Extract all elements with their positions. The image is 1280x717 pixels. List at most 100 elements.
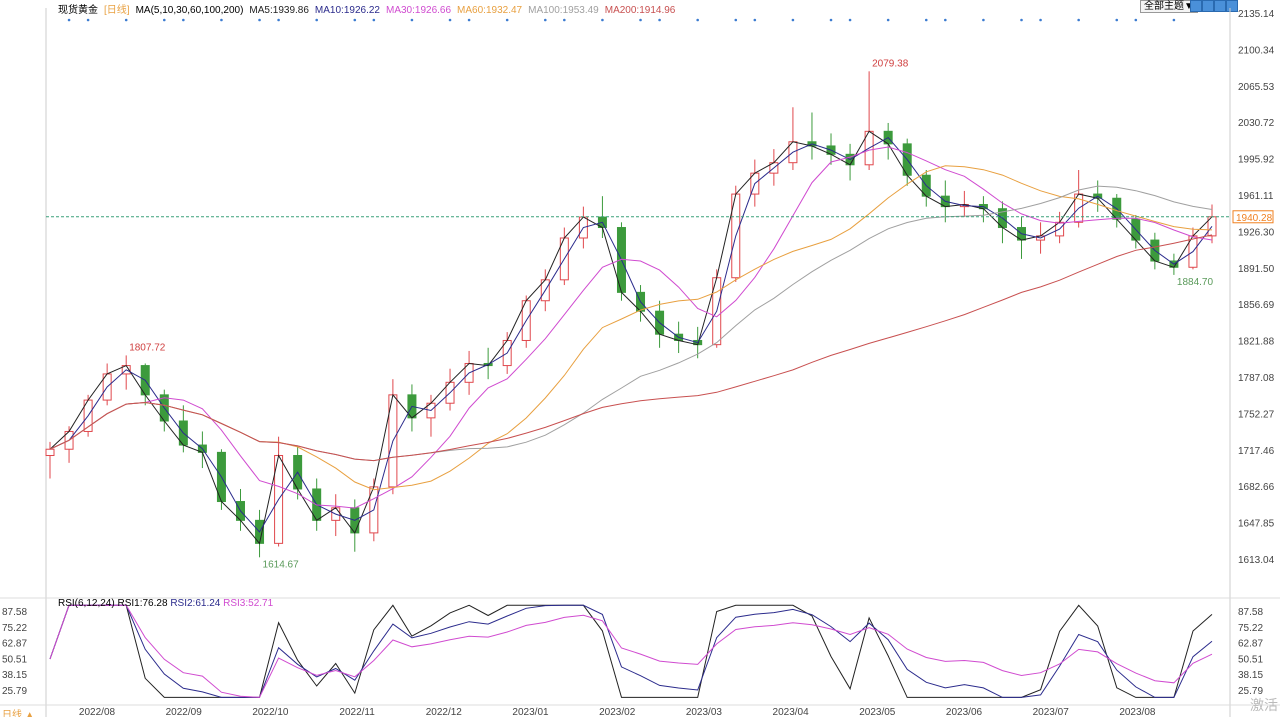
x-tick-label: 2023/06 xyxy=(946,707,983,717)
signal-dot xyxy=(372,18,376,22)
signal-dot xyxy=(182,18,185,22)
ma-legend-0: MA5:1939.86 xyxy=(249,5,309,16)
ma-line-2 xyxy=(49,146,1213,509)
ma-legend-4: MA100:1953.49 xyxy=(528,5,599,16)
signal-dot xyxy=(315,18,318,22)
candle-body xyxy=(45,448,55,457)
signal-dot xyxy=(601,18,604,22)
signal-dot xyxy=(1020,18,1023,22)
rsi-line-3 xyxy=(49,604,1213,698)
y-tick-label: 1613.04 xyxy=(1238,555,1275,566)
x-tick-label: 2022/09 xyxy=(166,707,203,717)
y-tick-label: 1995.92 xyxy=(1238,155,1275,166)
rsi-tick-label-left: 87.58 xyxy=(2,607,27,618)
symbol-title: 现货黄金 xyxy=(58,5,98,16)
ma-legend-3: MA60:1932.47 xyxy=(457,5,523,16)
signal-dot xyxy=(982,18,985,22)
x-tick-label: 2023/07 xyxy=(1033,707,1070,717)
signal-dot xyxy=(639,18,642,22)
x-tick-label: 2022/08 xyxy=(79,707,116,717)
settings-icon[interactable] xyxy=(1226,0,1238,12)
y-tick-label: 1682.66 xyxy=(1238,482,1275,493)
y-tick-label: 2065.53 xyxy=(1238,82,1275,93)
signal-dot xyxy=(220,18,223,22)
current-price-label: 1940.28 xyxy=(1236,213,1273,224)
signal-dot xyxy=(563,18,566,22)
rsi-tick-label-left: 38.15 xyxy=(2,670,27,681)
rsi1-value: RSI1:76.28 xyxy=(117,598,168,609)
signal-dot xyxy=(448,18,452,22)
ma-legend-5: MA200:1914.96 xyxy=(604,5,676,16)
y-tick-label: 1891.50 xyxy=(1238,264,1275,275)
rsi-tick-label: 75.22 xyxy=(1238,623,1263,634)
rsi3-value: RSI3:52.71 xyxy=(223,598,274,609)
signal-dot xyxy=(791,18,795,22)
extreme-label: 1807.72 xyxy=(129,342,166,353)
y-tick-label: 1821.88 xyxy=(1238,337,1275,348)
x-tick-label: 2023/08 xyxy=(1119,707,1156,717)
signal-dot xyxy=(829,18,833,22)
signal-dot xyxy=(86,18,90,22)
x-tick-label: 2023/05 xyxy=(859,707,896,717)
rsi-tick-label-left: 50.51 xyxy=(2,654,27,665)
rsi-line-2 xyxy=(49,604,1213,698)
y-tick-label: 1926.30 xyxy=(1238,227,1275,238)
ma-line-1 xyxy=(49,136,1213,533)
x-tick-label: 2022/10 xyxy=(252,707,289,717)
rsi-tick-label: 25.79 xyxy=(1238,686,1263,697)
extreme-label: 2079.38 xyxy=(872,58,909,69)
chart-legend: 现货黄金 [日线] MA(5,10,30,60,100,200) MA5:1939.8… xyxy=(58,1,687,16)
signal-dot xyxy=(353,18,357,22)
signal-dot xyxy=(1077,18,1080,22)
period-toggle[interactable]: 日线 ▲ xyxy=(2,710,35,717)
signal-dot xyxy=(258,18,261,22)
signal-dot xyxy=(696,18,699,22)
rsi-tick-label: 50.51 xyxy=(1238,654,1263,665)
signal-dot xyxy=(162,18,166,22)
ma-title: MA(5,10,30,60,100,200) xyxy=(135,5,244,16)
signal-dot xyxy=(505,18,509,22)
x-tick-label: 2023/04 xyxy=(773,707,810,717)
y-tick-label: 2100.34 xyxy=(1238,45,1275,56)
rsi-tick-label: 87.58 xyxy=(1238,607,1263,618)
fullscreen-icon[interactable] xyxy=(1214,0,1226,12)
signal-dot xyxy=(658,18,661,22)
signal-dot xyxy=(1039,18,1042,22)
ma-legend-1: MA10:1926.22 xyxy=(314,5,380,16)
signal-dot xyxy=(67,18,71,22)
signal-dot xyxy=(277,18,280,22)
ma-line-4 xyxy=(49,185,1213,462)
signal-dot xyxy=(124,18,128,22)
ma-line-0 xyxy=(49,130,1213,545)
zoom-in-icon[interactable] xyxy=(1190,0,1202,12)
y-tick-label: 1961.11 xyxy=(1238,191,1274,202)
rsi-tick-label: 62.87 xyxy=(1238,639,1263,650)
extreme-label: 1614.67 xyxy=(263,559,300,570)
period-label[interactable]: [日线] xyxy=(104,5,130,16)
watermark: 激活 xyxy=(1250,697,1278,713)
signal-dot xyxy=(410,18,414,22)
ma-line-5 xyxy=(49,234,1213,462)
signal-dot xyxy=(1115,18,1119,22)
rsi-tick-label-left: 75.22 xyxy=(2,623,27,634)
rsi-tick-label-left: 25.79 xyxy=(2,686,27,697)
signal-dot xyxy=(753,18,757,22)
x-tick-label: 2023/03 xyxy=(686,707,723,717)
y-tick-label: 1856.69 xyxy=(1238,300,1275,311)
rsi-tick-label: 38.15 xyxy=(1238,670,1263,681)
y-tick-label: 1647.85 xyxy=(1238,519,1275,530)
y-tick-label: 2030.72 xyxy=(1238,118,1275,129)
signal-dot xyxy=(944,18,947,22)
signal-dot xyxy=(543,18,547,22)
signal-dot xyxy=(848,18,852,22)
signal-dot xyxy=(467,18,471,22)
ma-legend-2: MA30:1926.66 xyxy=(385,5,452,16)
signal-dot xyxy=(924,18,928,22)
rsi-title: RSI(6,12,24) xyxy=(58,598,115,609)
x-tick-label: 2022/11 xyxy=(339,707,375,717)
zoom-out-icon[interactable] xyxy=(1202,0,1214,12)
signal-dot xyxy=(1172,18,1176,22)
x-tick-label: 2023/02 xyxy=(599,707,636,717)
